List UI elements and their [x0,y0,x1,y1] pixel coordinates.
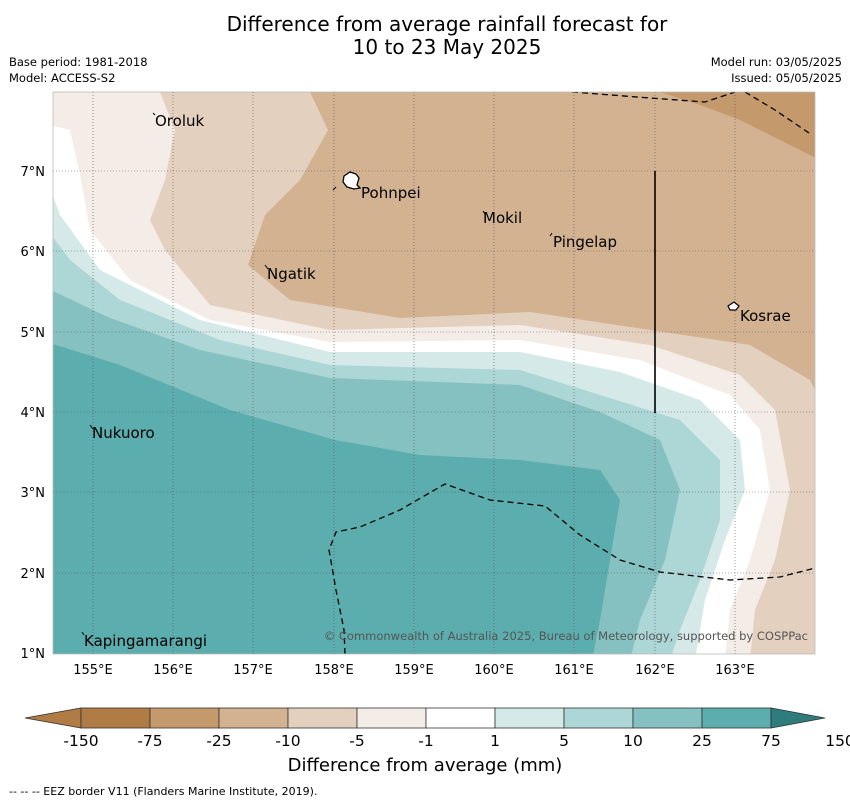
lon-tick-label: 162°E [635,663,675,678]
place-label: Ngatik [267,265,316,283]
place-label: Kapingamarangi [84,632,207,650]
colorbar: -150 -75 -25 -10 -5 -1 1 5 10 25 75 150 [24,707,850,750]
island-outline-icon [482,210,486,215]
lat-axis: 7°N 6°N 5°N 4°N 3°N 2°N 1°N [21,165,46,662]
place-label: Pohnpei [361,184,421,202]
place-label: Oroluk [155,112,204,130]
colorbar-tick-label: 150 [825,732,850,750]
lat-tick-label: 3°N [21,486,46,501]
model-run: Model run: 03/05/2025 [710,55,842,69]
lat-tick-label: 5°N [21,326,46,341]
eez-north [571,92,736,103]
colorbar-segment [494,707,565,729]
lon-tick-label: 159°E [394,663,434,678]
issued-date: Issued: 05/05/2025 [731,71,842,85]
colorbar-segment [149,707,220,729]
lat-tick-label: 6°N [21,245,46,260]
base-period: Base period: 1981-2018 [9,55,148,69]
lon-tick-label: 155°E [73,663,113,678]
map-frame [52,91,816,655]
lon-tick-label: 160°E [474,663,514,678]
lon-tick-label: 161°E [554,663,594,678]
colorbar-tick-label: -75 [137,732,162,750]
colorbar-segment [425,707,496,729]
lon-tick-label: 158°E [314,663,354,678]
colorbar-segment [356,707,427,729]
colorbar-segment [218,707,289,729]
colorbar-tick-label: -150 [63,732,98,750]
eez-borders [328,92,815,654]
colorbar-segment [701,707,772,729]
colorbar-segment [287,707,358,729]
island-outline-icon [89,424,94,430]
contour-neg75-neg25 [660,92,815,158]
eez-footnote: -- -- -- EEZ border V11 (Flanders Marine… [9,785,318,798]
map-title: Difference from average rainfall forecas… [0,13,850,59]
lat-tick-label: 1°N [21,647,46,662]
colorbar-tick-label: -1 [418,732,433,750]
colorbar-tick-label: 25 [692,732,712,750]
gridlines [53,92,815,654]
colorbar-tick-label: -25 [206,732,231,750]
title-line-1: Difference from average rainfall forecas… [226,12,668,36]
colorbar-tick-label: 1 [490,732,500,750]
colorbar-title: Difference from average (mm) [287,755,563,776]
colorbar-tick-label: -10 [275,732,300,750]
colorbar-tick-label: 10 [623,732,643,750]
island-outline-icon [264,264,269,270]
lat-tick-label: 4°N [21,406,46,421]
island-outline-icon [342,171,362,190]
meta-left: Base period: 1981-2018 Model: ACCESS-S2 [9,54,148,86]
colorbar-tick-label: -5 [349,732,364,750]
island-outline-icon [81,631,85,636]
lon-tick-label: 156°E [153,663,193,678]
title-line-2: 10 to 23 May 2025 [352,35,542,59]
eez-northeast [744,92,813,136]
colorbar-extend-high [770,707,826,729]
colorbar-extend-low [24,707,82,729]
place-label: Mokil [483,209,522,227]
colorbar-segment [632,707,703,729]
place-label: Pingelap [553,233,617,251]
place-label: Kosrae [740,307,791,325]
eez-south [328,483,815,654]
lon-tick-label: 163°E [715,663,755,678]
island-outline-icon [549,232,553,237]
place-label: Nukuoro [92,424,155,442]
lon-tick-label: 157°E [233,663,273,678]
lat-tick-label: 2°N [21,567,46,582]
rainfall-contours [53,92,815,654]
lon-axis: 155°E 156°E 157°E 158°E 159°E 160°E 161°… [73,663,755,678]
colorbar-segment [80,707,151,729]
colorbar-tick-label: 5 [559,732,569,750]
island-outline-icon [152,112,156,116]
meta-right: Model run: 03/05/2025 Issued: 05/05/2025 [711,54,842,86]
island-outline-icon [332,186,337,191]
island-outline-icon [727,301,740,311]
lat-tick-label: 7°N [21,165,46,180]
contour-neg25-neg10 [248,92,815,390]
colorbar-tick-label: 75 [761,732,781,750]
model-name: Model: ACCESS-S2 [9,71,116,85]
colorbar-segment [563,707,634,729]
copyright-notice: © Commonwealth of Australia 2025, Bureau… [324,629,808,643]
